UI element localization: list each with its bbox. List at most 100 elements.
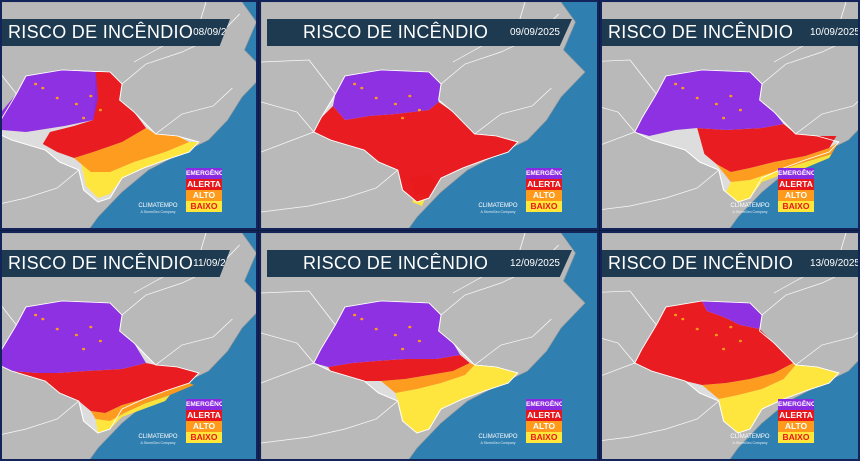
hotspot-marker [98,339,102,343]
hotspot-marker [82,116,86,120]
risk-zone-alerta [697,124,837,172]
risk-zone-alto [702,363,796,399]
state-border [261,400,399,444]
state-border [155,87,233,135]
hotspot-marker [89,94,93,98]
forecast-date: 09/09/2025 [509,27,560,38]
climatempo-logo: CLIMATEMPO A StormGeo Company [478,202,518,215]
climatempo-logo: CLIMATEMPO A StormGeo Company [730,433,770,446]
hotspot-marker [89,325,93,329]
hotspot-marker [401,116,405,120]
risk-zone-baixo [95,395,171,433]
hotspot-marker [98,108,102,112]
state-risk-map [2,233,256,459]
forecast-date: 10/09/2025 [809,27,860,38]
risk-zone-alerta [328,355,470,381]
map-title: RISCO DE INCÊNDIO [8,253,194,273]
state-border [261,362,314,384]
state-border [602,362,635,376]
legend-item: BAIXO [186,201,222,212]
hotspot-marker [722,347,726,351]
legend-item: BAIXO [526,201,562,212]
forecast-date: 13/09/2025 [809,258,860,269]
legend-item: ALTO [526,421,562,432]
risk-zone-baixo [395,365,518,433]
hotspot-marker [738,339,742,343]
hotspot-marker [408,325,412,329]
brand-tagline: A StormGeo Company [140,210,176,214]
state-risk-map [2,2,256,228]
hotspot-marker [674,82,678,86]
brand-name: CLIMATEMPO [478,203,518,209]
state-risk-map [261,2,586,228]
risk-legend: EMERGÊNCIAALERTAALTOBAIXO [186,399,222,443]
hotspot-marker [55,327,59,331]
risk-map-panel: RISCO DE INCÊNDIO 10/09/2025 EMERGÊNCIAALE… [600,0,860,230]
legend-item: EMERGÊNCIA [186,168,222,179]
risk-legend: EMERGÊNCIAALERTAALTOBAIXO [526,399,562,443]
state-border [474,318,552,366]
risk-zone-alerta [634,301,794,385]
brand-name: CLIMATEMPO [730,203,770,209]
state-border [602,400,720,441]
hotspot-marker [401,347,405,351]
risk-zone-emergencia [634,70,784,136]
map-title: RISCO DE INCÊNDIO [608,253,794,273]
hotspot-marker [41,317,45,321]
state-border [602,131,635,145]
state-outline [2,300,200,434]
hotspot-marker [393,333,397,337]
title-bar: RISCO DE INCÊNDIO 08/09/2025 [2,19,230,46]
hotspot-marker [74,333,78,337]
legend-item: ALTO [778,421,814,432]
state-border [261,290,336,326]
risk-zone-baixo [81,142,199,198]
legend-item: EMERGÊNCIA [526,168,562,179]
state-outline [2,69,200,203]
state-border [761,34,858,85]
legend-item: ALERTA [778,179,814,190]
brand-tagline: A StormGeo Company [732,441,768,445]
hotspot-marker [714,333,718,337]
legend-item: BAIXO [526,432,562,443]
risk-zone-emergencia [313,301,461,367]
brand-name: CLIMATEMPO [138,434,178,440]
state-border [2,74,17,95]
state-border [155,318,233,366]
state-outline [313,69,519,203]
legend-item: EMERGÊNCIA [186,399,222,410]
legend-item: ALERTA [778,410,814,421]
hotspot-marker [714,102,718,106]
legend-item: ALTO [186,190,222,201]
hotspot-marker [374,327,378,331]
risk-zone-emergencia [2,70,99,132]
hotspot-marker [729,94,733,98]
state-risk-map [602,2,858,228]
hotspot-marker [695,327,699,331]
title-bar: RISCO DE INCÊNDIO 11/09/2025 [2,250,230,277]
state-border [261,59,336,95]
state-border [602,169,720,210]
legend-item: ALERTA [186,179,222,190]
hotspot-marker [360,317,364,321]
legend-item: ALERTA [526,410,562,421]
hotspot-marker [374,96,378,100]
hotspot-marker [417,108,421,112]
state-border [795,331,858,366]
risk-zone-baixo [726,154,832,202]
state-border [602,338,636,364]
risk-legend: EMERGÊNCIAALERTAALTOBAIXO [778,168,814,212]
state-border [2,169,80,204]
forecast-date: 12/09/2025 [509,258,560,269]
hotspot-marker [722,116,726,120]
legend-item: ALERTA [526,179,562,190]
legend-item: ALERTA [186,410,222,421]
hotspot-marker [353,82,357,86]
forecast-date: 08/09/2025 [193,27,244,38]
hotspot-marker [729,325,733,329]
state-outline [634,69,840,203]
brand-tagline: A StormGeo Company [140,441,176,445]
climatempo-logo: CLIMATEMPO A StormGeo Company [730,202,770,215]
